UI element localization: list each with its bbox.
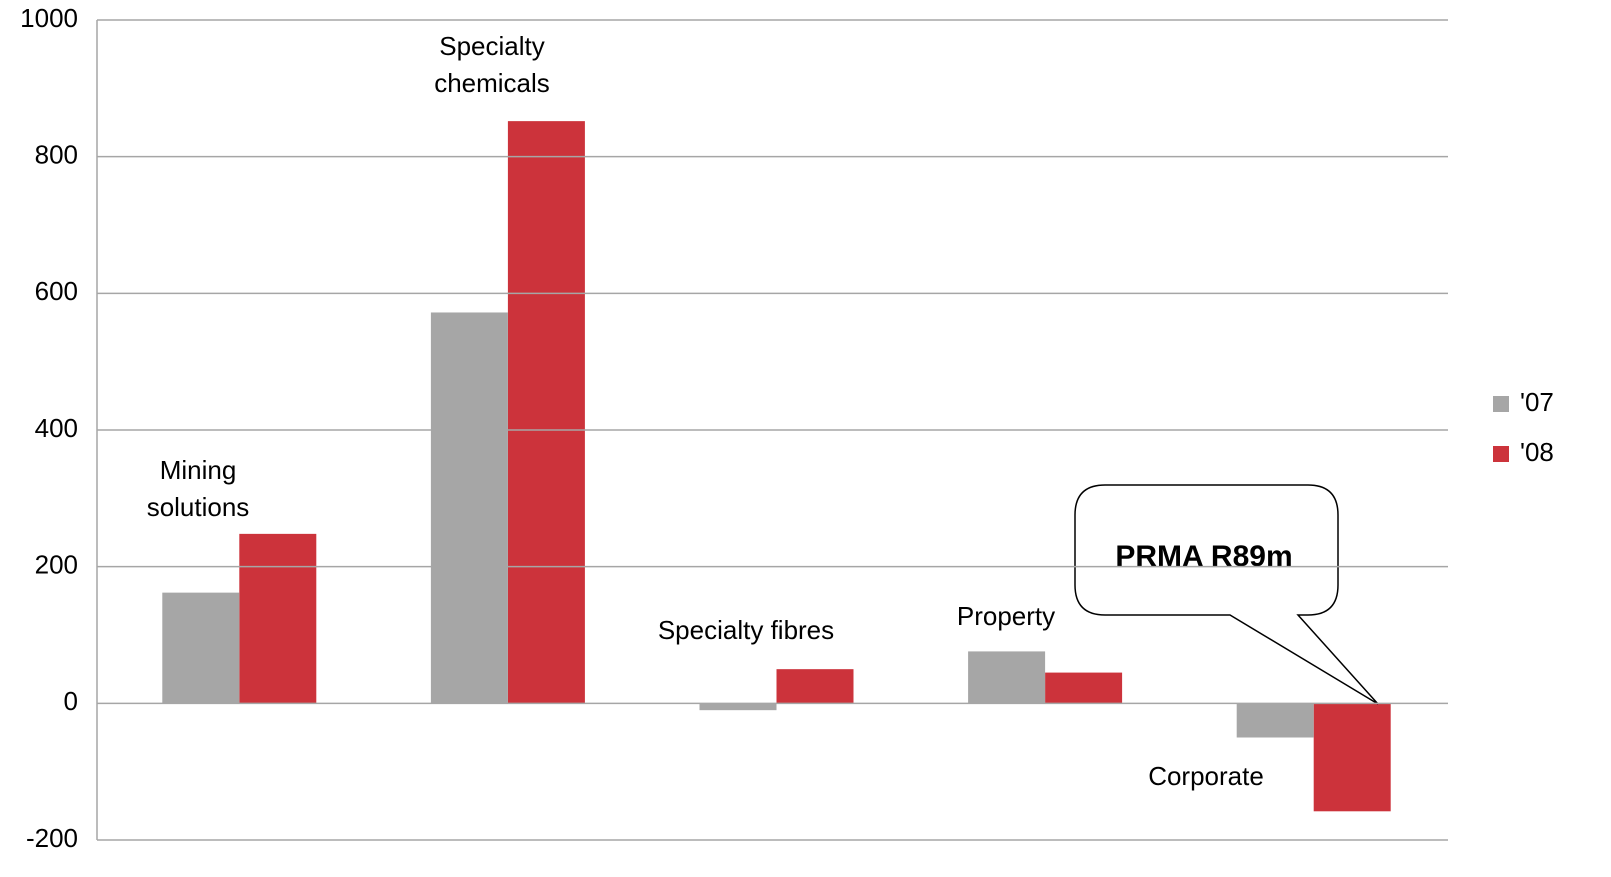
y-tick-label: -200 [26,823,78,853]
bar [968,651,1046,704]
y-tick-label: 400 [35,413,78,443]
bar [1045,672,1123,704]
legend-label: '08 [1520,437,1554,467]
bar [430,312,508,704]
category-label: Specialty fibres [657,615,835,645]
category-label: Specialty chemicals [434,31,550,98]
bar [162,592,240,704]
callout-text: PRMA R89m [1115,540,1292,573]
bar [699,703,777,711]
y-tick-label: 800 [35,140,78,170]
bar [1236,703,1314,738]
category-label: Corporate [1148,761,1264,791]
bar [507,121,585,704]
category-label: Property [956,601,1056,631]
legend-swatch [1493,446,1509,462]
bar [776,669,854,704]
y-tick-label: 1000 [20,3,78,33]
category-label: Mining solutions [146,455,250,522]
legend-swatch [1493,396,1509,412]
y-tick-label: 0 [64,686,78,716]
legend-label: '07 [1520,387,1554,417]
y-tick-label: 600 [35,276,78,306]
callout-bubble [1074,484,1379,705]
y-tick-label: 200 [35,550,78,580]
bar [239,533,317,704]
bar [1313,703,1391,812]
